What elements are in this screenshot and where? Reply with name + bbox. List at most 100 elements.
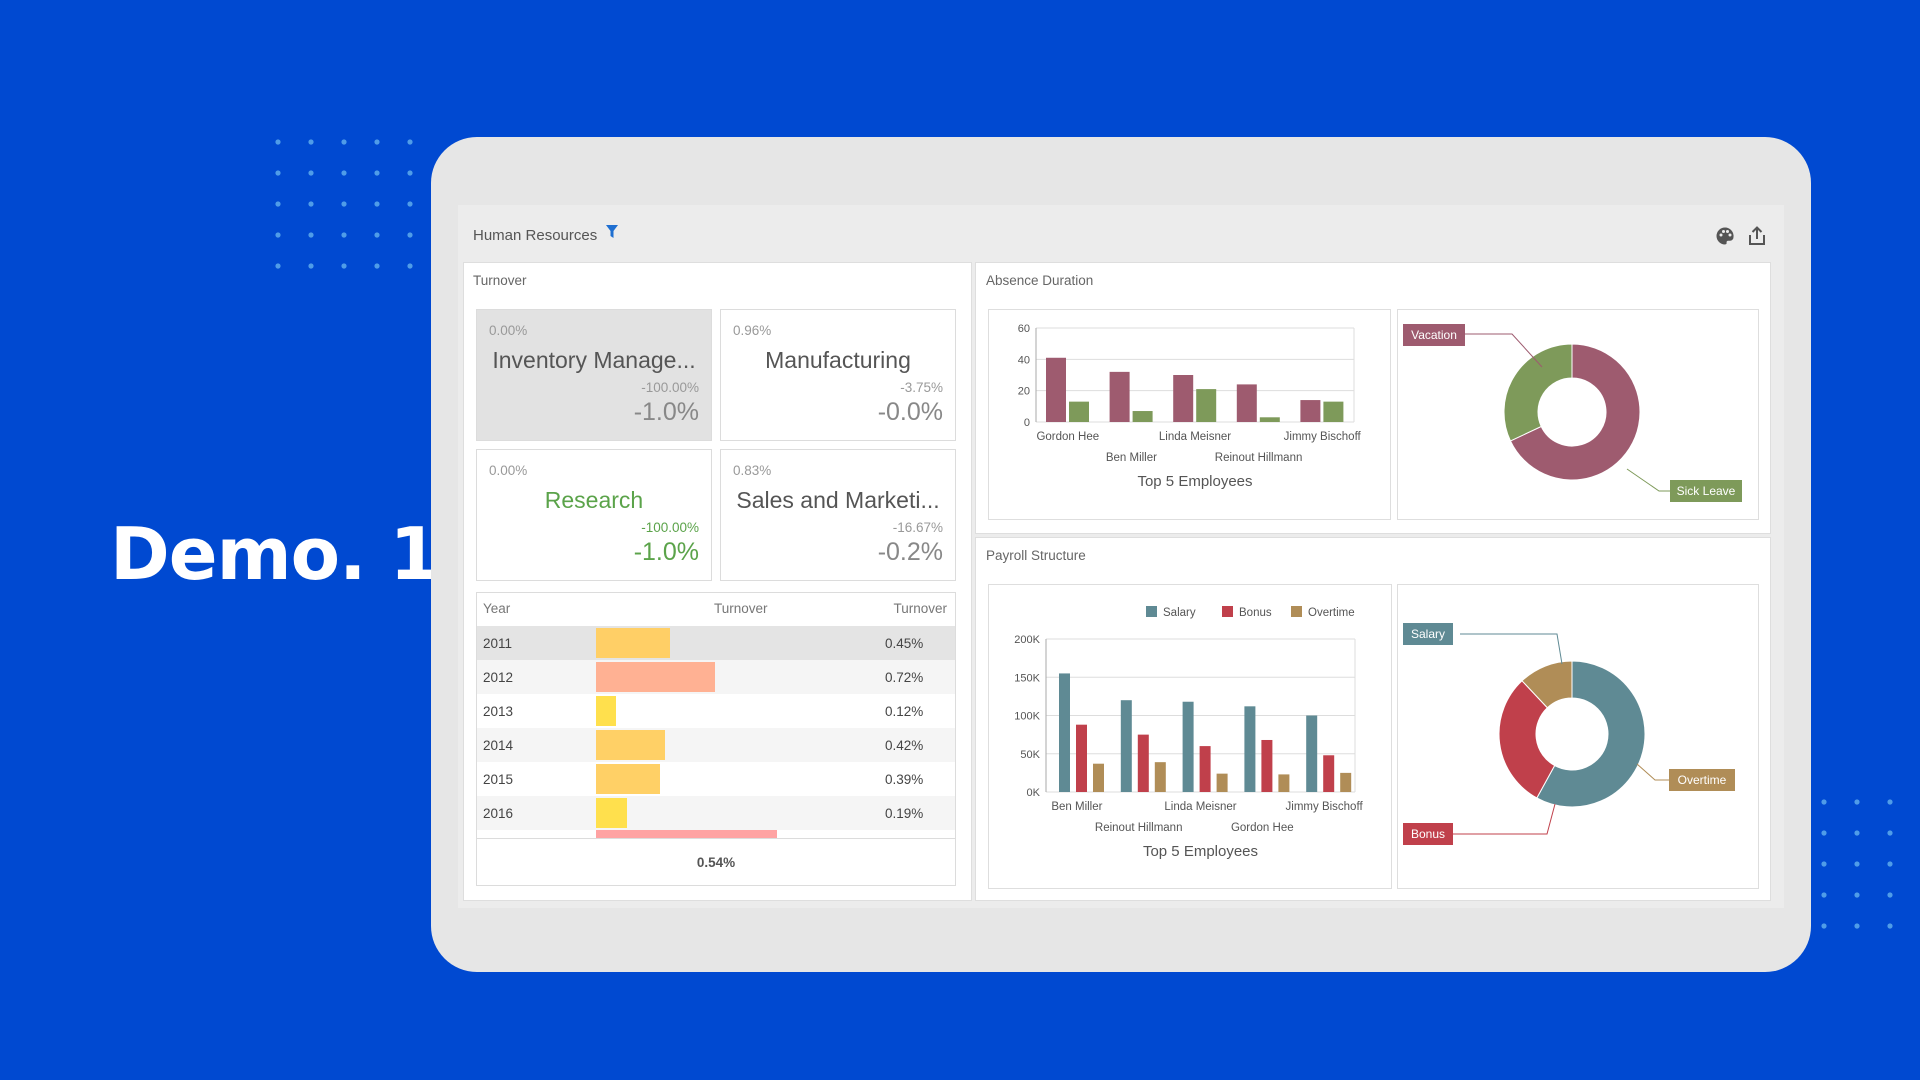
chart-title: Top 5 Employees [1143, 843, 1258, 860]
row-value: 0.39% [885, 772, 924, 787]
card-name: Manufacturing [765, 347, 911, 373]
x-tick-label: Reinout Hillmann [1095, 822, 1183, 834]
donut-slice [1536, 660, 1646, 808]
bonus-label-box [1403, 823, 1453, 845]
card-top-value: 0.83% [733, 463, 772, 478]
leader-line [1636, 763, 1669, 781]
export-icon[interactable] [1747, 226, 1767, 246]
salary-label-box [1403, 623, 1453, 645]
donut-slice [1498, 680, 1556, 799]
x-tick-label: Linda Meisner [1159, 431, 1231, 443]
card-manufacturing[interactable]: 0.96% Manufacturing -3.75% -0.0% [720, 309, 956, 441]
donut-slice [1503, 343, 1573, 442]
bar [1076, 724, 1087, 792]
bar [1261, 739, 1273, 792]
bar [1196, 389, 1217, 422]
grid-total: 0.54% [696, 855, 736, 870]
x-tick-label: Gordon Hee [1036, 431, 1099, 443]
grid-header-turnover-bar[interactable]: Turnover [714, 601, 768, 616]
table-row[interactable]: 2013 0.12% [477, 694, 955, 728]
card-top-value: 0.96% [733, 323, 772, 338]
partial-row-bar [596, 830, 777, 838]
row-year: 2014 [483, 738, 514, 753]
y-tick-label: 60 [1018, 323, 1030, 335]
table-row[interactable]: 2012 0.72% [477, 660, 955, 694]
row-value: 0.42% [885, 738, 924, 753]
bar [1093, 763, 1104, 792]
table-row[interactable]: 2011 0.45% [477, 626, 955, 660]
card-top-value: 0.00% [489, 323, 528, 338]
grid-header-year[interactable]: Year [483, 601, 511, 616]
card-research[interactable]: 0.00% Research -100.00% -1.0% [476, 449, 712, 581]
leader-line [1452, 803, 1556, 835]
legend-label: Bonus [1239, 607, 1272, 619]
payroll-bar-chart: 0K 50K 100K 150K 200K Ben Miller Reinout Hillm… [1014, 606, 1364, 860]
y-tick-label: 50K [1020, 749, 1040, 761]
row-value: 0.72% [885, 670, 924, 685]
salary-label: Salary [1411, 627, 1445, 641]
row-bar [596, 798, 628, 828]
row-value: 0.12% [885, 704, 924, 719]
table-row[interactable]: 2016 0.19% [477, 796, 955, 830]
card-sub-value: -16.67% [892, 520, 943, 535]
filter-icon[interactable] [606, 225, 618, 239]
absence-donut-chart: Vacation Sick Leave [1403, 324, 1742, 502]
bar [1323, 401, 1344, 422]
bar [1236, 384, 1257, 422]
absence-panel-title: Absence Duration [986, 273, 1094, 288]
bar [1173, 375, 1194, 422]
bar [1199, 746, 1211, 792]
card-sub-value: -100.00% [641, 520, 699, 535]
bar [1069, 401, 1089, 422]
row-year: 2013 [483, 704, 514, 719]
bar [1120, 700, 1132, 792]
vacation-label: Vacation [1411, 328, 1457, 342]
donut-slice [1521, 660, 1573, 709]
bar [1259, 417, 1280, 422]
card-sub-value: -3.75% [900, 380, 943, 395]
bar [1182, 701, 1194, 792]
sick-leave-label: Sick Leave [1677, 484, 1736, 498]
card-inventory-management[interactable]: 0.00% Inventory Manage... -100.00% -1.0% [476, 309, 712, 441]
y-tick-label: 0 [1024, 417, 1030, 429]
x-tick-label: Linda Meisner [1164, 801, 1236, 813]
grid-header-turnover-value[interactable]: Turnover [893, 601, 947, 616]
sick-leave-label-box [1670, 480, 1742, 502]
table-row[interactable]: 2014 0.42% [477, 728, 955, 762]
chart-title: Top 5 Employees [1137, 473, 1252, 490]
leader-line [1462, 333, 1543, 368]
bar [1306, 715, 1318, 792]
palette-icon[interactable] [1715, 226, 1735, 246]
card-main-value: -0.0% [877, 398, 943, 426]
turnover-grid: Year Turnover Turnover 2011 0.45% 2012 0… [476, 592, 956, 886]
row-bar [596, 696, 616, 726]
legend-label: Salary [1163, 607, 1196, 619]
row-bar [596, 764, 661, 794]
payroll-donut-chart: Salary Overtime Bonus [1403, 623, 1735, 845]
bar [1216, 773, 1228, 792]
card-sales-and-marketing[interactable]: 0.83% Sales and Marketi... -16.67% -0.2% [720, 449, 956, 581]
row-bar [596, 730, 666, 760]
x-tick-label: Ben Miller [1106, 452, 1157, 464]
legend-label: Overtime [1308, 607, 1355, 619]
bar [1244, 706, 1256, 792]
card-main-value: -0.2% [877, 538, 943, 566]
legend-swatch [1291, 606, 1302, 617]
payroll-panel-title: Payroll Structure [986, 548, 1086, 563]
vacation-label-box [1403, 324, 1465, 346]
row-value: 0.19% [885, 806, 924, 821]
y-tick-label: 200K [1014, 634, 1040, 646]
overtime-label-box [1669, 769, 1735, 791]
y-tick-label: 20 [1018, 386, 1030, 398]
turnover-panel-title: Turnover [473, 273, 527, 288]
row-year: 2016 [483, 806, 514, 821]
legend-swatch [1222, 606, 1233, 617]
row-year: 2011 [483, 636, 513, 651]
row-bar [596, 662, 715, 692]
bar [1340, 772, 1352, 792]
card-name: Research [544, 487, 644, 513]
y-tick-label: 150K [1014, 672, 1040, 684]
table-row[interactable]: 2015 0.39% [477, 762, 955, 796]
x-tick-label: Jimmy Bischoff [1286, 801, 1364, 813]
dashboard-title: Human Resources [473, 227, 598, 244]
